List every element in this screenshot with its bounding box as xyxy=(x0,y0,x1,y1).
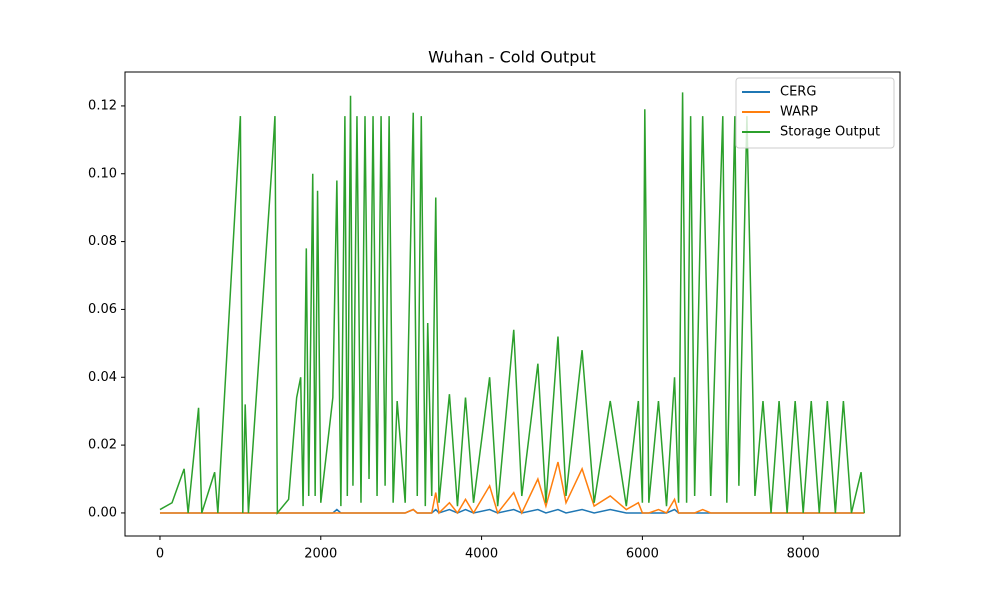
y-tick-label: 0.04 xyxy=(88,370,117,385)
legend-label: Storage Output xyxy=(780,125,880,140)
legend-box xyxy=(735,77,895,149)
x-tick-label: 8000 xyxy=(787,547,820,562)
data-line xyxy=(159,92,866,516)
legend-label: CERG xyxy=(780,85,816,100)
legend-label: WARP xyxy=(780,105,818,120)
y-tick-label: 0.08 xyxy=(88,234,117,249)
x-tick-label: 0 xyxy=(156,547,164,562)
y-tick-label: 0.02 xyxy=(88,438,117,453)
y-tick-label: 0.12 xyxy=(88,98,117,113)
y-tick-label: 0.00 xyxy=(88,505,117,520)
plot-frame xyxy=(124,71,901,537)
x-tick-label: 2000 xyxy=(304,547,337,562)
y-tick-label: 0.10 xyxy=(88,166,117,181)
chart-title: Wuhan - Cold Output xyxy=(428,48,596,67)
x-tick-label: 6000 xyxy=(626,547,659,562)
x-tick-label: 4000 xyxy=(465,547,498,562)
y-tick-label: 0.06 xyxy=(88,302,117,317)
data-line xyxy=(159,461,865,515)
